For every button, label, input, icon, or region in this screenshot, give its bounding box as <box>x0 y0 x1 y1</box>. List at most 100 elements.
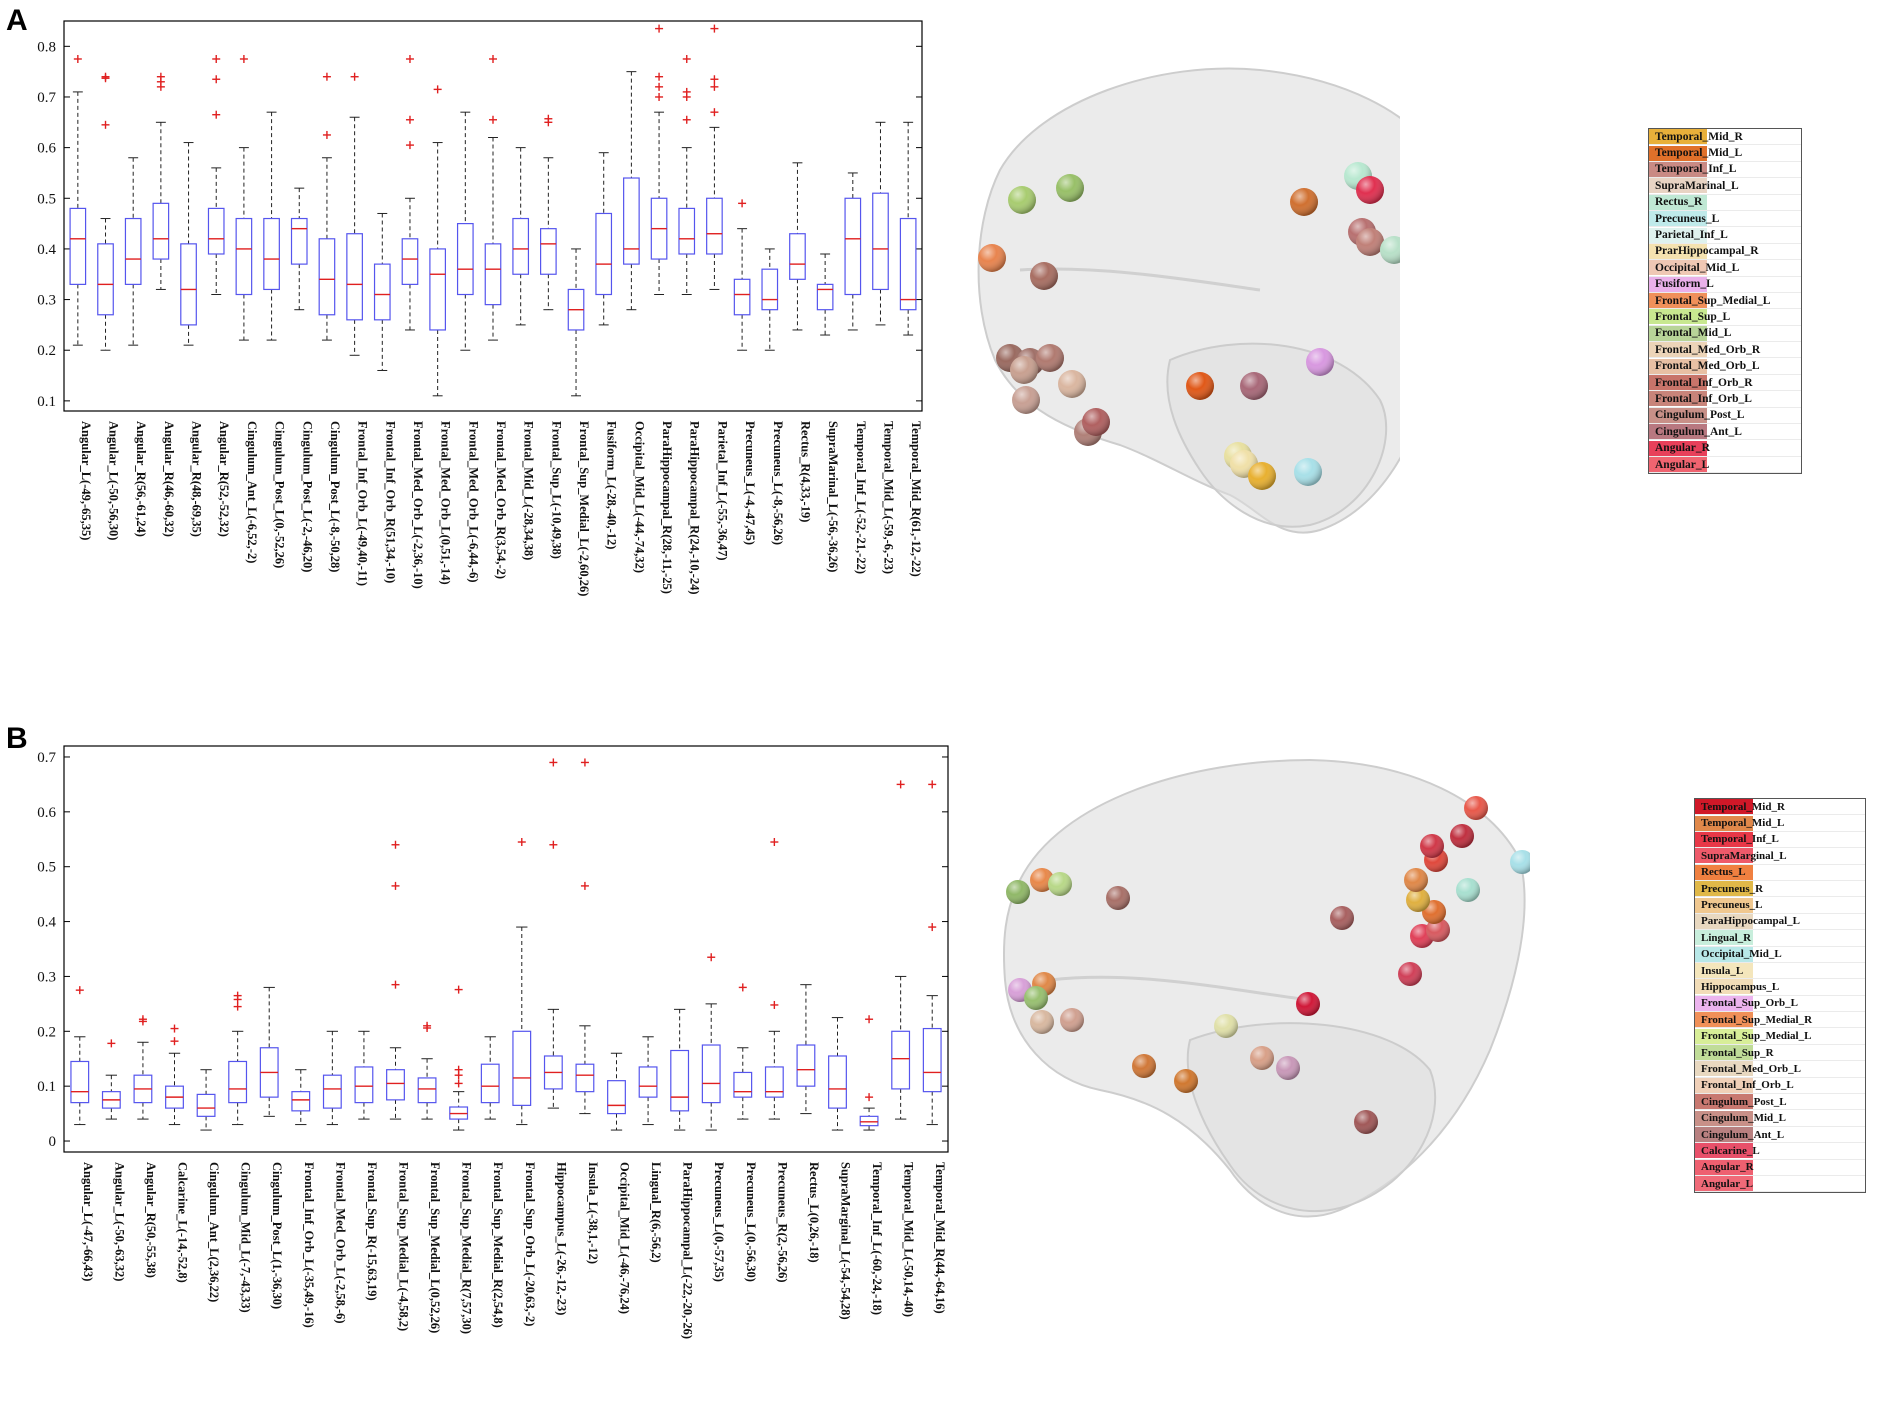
legend-label: Frontal_Sup_Orb_L <box>1701 997 1798 1010</box>
panel-letter-b: B <box>6 722 28 755</box>
legend-label: Calcarine_L <box>1701 1144 1760 1157</box>
legend-item: Temporal_Mid_L <box>1649 145 1801 162</box>
legend-label: Frontal_Sup_R <box>1701 1046 1774 1059</box>
legend-label: Lingual_R <box>1701 931 1752 944</box>
legend-label: Temporal_Mid_L <box>1655 147 1743 160</box>
outlier-marker <box>738 199 747 208</box>
x-tick-label: Angular_R(46,-60,32) <box>162 421 176 537</box>
outlier-marker <box>655 72 664 81</box>
legend-item: Temporal_Inf_L <box>1649 161 1801 179</box>
legend-swatch <box>1649 243 1707 259</box>
brain-node <box>1294 458 1322 486</box>
y-tick-label: 0.4 <box>37 915 56 931</box>
legend-item: Frontal_Inf_Orb_L <box>1649 391 1801 408</box>
box <box>70 1060 90 1104</box>
outlier-marker <box>580 881 589 890</box>
y-tick-label: 0.1 <box>37 1079 56 1095</box>
x-tick-label: Fusiform_L(-28,-40,-12) <box>605 421 619 549</box>
brain-node <box>1036 344 1064 372</box>
color-legend-b: Temporal_Mid_R Temporal_Mid_L Temporal_Inf… <box>1694 798 1866 1194</box>
outlier-marker <box>489 115 497 124</box>
outlier-marker <box>75 986 84 995</box>
brain-node <box>1012 386 1040 414</box>
x-tick-label: ParaHippocampal_R(24,-10,-24) <box>688 421 702 595</box>
outlier-marker <box>710 75 719 84</box>
legend-label: ParaHippocampal_L <box>1701 915 1801 928</box>
x-tick-label: Cingulum_Post_L(1,-36,30) <box>270 1162 284 1309</box>
outlier-marker <box>454 985 463 994</box>
box <box>540 228 557 275</box>
box <box>595 212 613 296</box>
legend-item: Frontal_Sup_Medial_L <box>1695 1028 1865 1045</box>
legend-swatch <box>1649 358 1707 374</box>
legend-label: Angular_R <box>1701 1161 1754 1174</box>
legend-item: Cingulum_Post_L <box>1649 407 1801 425</box>
legend-item: Rectus_L <box>1695 864 1865 881</box>
x-tick-label: Temporal_Mid_R(61,-12,-22) <box>909 421 923 577</box>
outlier-marker <box>580 758 589 767</box>
box <box>891 1030 911 1090</box>
box <box>623 177 640 265</box>
x-tick-label: ParaHippocampal_R(28,-11,-25) <box>660 421 674 594</box>
outlier-marker <box>391 840 400 849</box>
x-tick-label: Cingulum_Post_L(-8,-50,28) <box>328 421 342 572</box>
brain-node <box>1030 868 1054 892</box>
x-tick-label: Temporal_Mid_L(-50,14,-40) <box>902 1162 916 1317</box>
legend-swatch <box>1695 1045 1753 1061</box>
legend-swatch <box>1649 227 1707 243</box>
box <box>828 1055 847 1109</box>
brain-temporal-lobe <box>1186 1022 1437 1213</box>
outlier-marker <box>391 881 400 890</box>
legend-item: Frontal_Sup_Medial_L <box>1649 293 1801 310</box>
x-tick-label: SupraMarginal_L(-54,-54,28) <box>839 1162 853 1320</box>
outlier-marker <box>454 1079 463 1088</box>
box <box>607 1080 626 1115</box>
y-tick-label: 0.3 <box>37 293 56 309</box>
y-tick-label: 0.4 <box>37 242 56 258</box>
legend-label: Angular_L <box>1701 1177 1753 1190</box>
legend-label: Temporal_Mid_R <box>1701 800 1785 813</box>
legend-swatch <box>1695 1110 1753 1126</box>
box <box>761 268 779 311</box>
legend-swatch <box>1649 391 1707 407</box>
box <box>922 1027 942 1093</box>
brain-render-b <box>1002 758 1530 1218</box>
outlier-marker <box>707 953 716 962</box>
legend-label: Cingulum_Post_L <box>1655 409 1745 422</box>
legend-swatch <box>1695 848 1753 864</box>
box <box>512 1030 532 1106</box>
outlier-marker <box>239 54 248 63</box>
x-tick-label: Frontal_Med_Orb_R(3,54,-2) <box>494 421 508 579</box>
box <box>207 207 225 255</box>
x-tick-label: Lingual_R(6,-56,2) <box>649 1162 663 1263</box>
legend-item: Frontal_Sup_R <box>1695 1045 1865 1062</box>
brain-node <box>1306 348 1334 376</box>
outlier-marker <box>710 82 719 91</box>
outlier-marker <box>233 1002 242 1011</box>
legend-item: Calcarine_L <box>1695 1143 1865 1160</box>
legend-item: Angular_R <box>1695 1159 1865 1176</box>
legend-swatch <box>1649 161 1707 177</box>
legend-swatch <box>1649 260 1707 276</box>
legend-label: Frontal_Sup_L <box>1655 310 1731 323</box>
brain-sulcus <box>1049 975 1311 1002</box>
legend-label: Frontal_Sup_Medial_L <box>1701 1030 1812 1043</box>
x-tick-label: Frontal_Sup_L(-10,49,38) <box>549 421 563 559</box>
brain-node <box>1132 1054 1156 1078</box>
legend-item: Temporal_Inf_L <box>1695 831 1865 849</box>
box <box>638 1066 658 1098</box>
brain-node <box>1174 1069 1198 1093</box>
legend-label: Frontal_Inf_Orb_L <box>1655 392 1752 405</box>
x-tick-label: Parietal_Inf_L(-55,-36,47) <box>715 421 729 561</box>
x-tick-label: Temporal_Mid_L(-59,-6,-23) <box>881 421 895 574</box>
outlier-marker <box>170 1024 179 1033</box>
y-tick-label: 0.7 <box>37 90 56 106</box>
box <box>228 1060 248 1104</box>
x-tick-label: Frontal_Med_Orb_L(-2,36,-10) <box>411 421 425 589</box>
legend-item: Precuneus_L <box>1695 897 1865 914</box>
y-tick-label: 0.3 <box>37 969 56 985</box>
legend-swatch <box>1695 930 1753 946</box>
box <box>706 197 723 255</box>
legend-item: PrarHippocampal_R <box>1649 243 1801 261</box>
outlier-marker <box>212 75 221 84</box>
